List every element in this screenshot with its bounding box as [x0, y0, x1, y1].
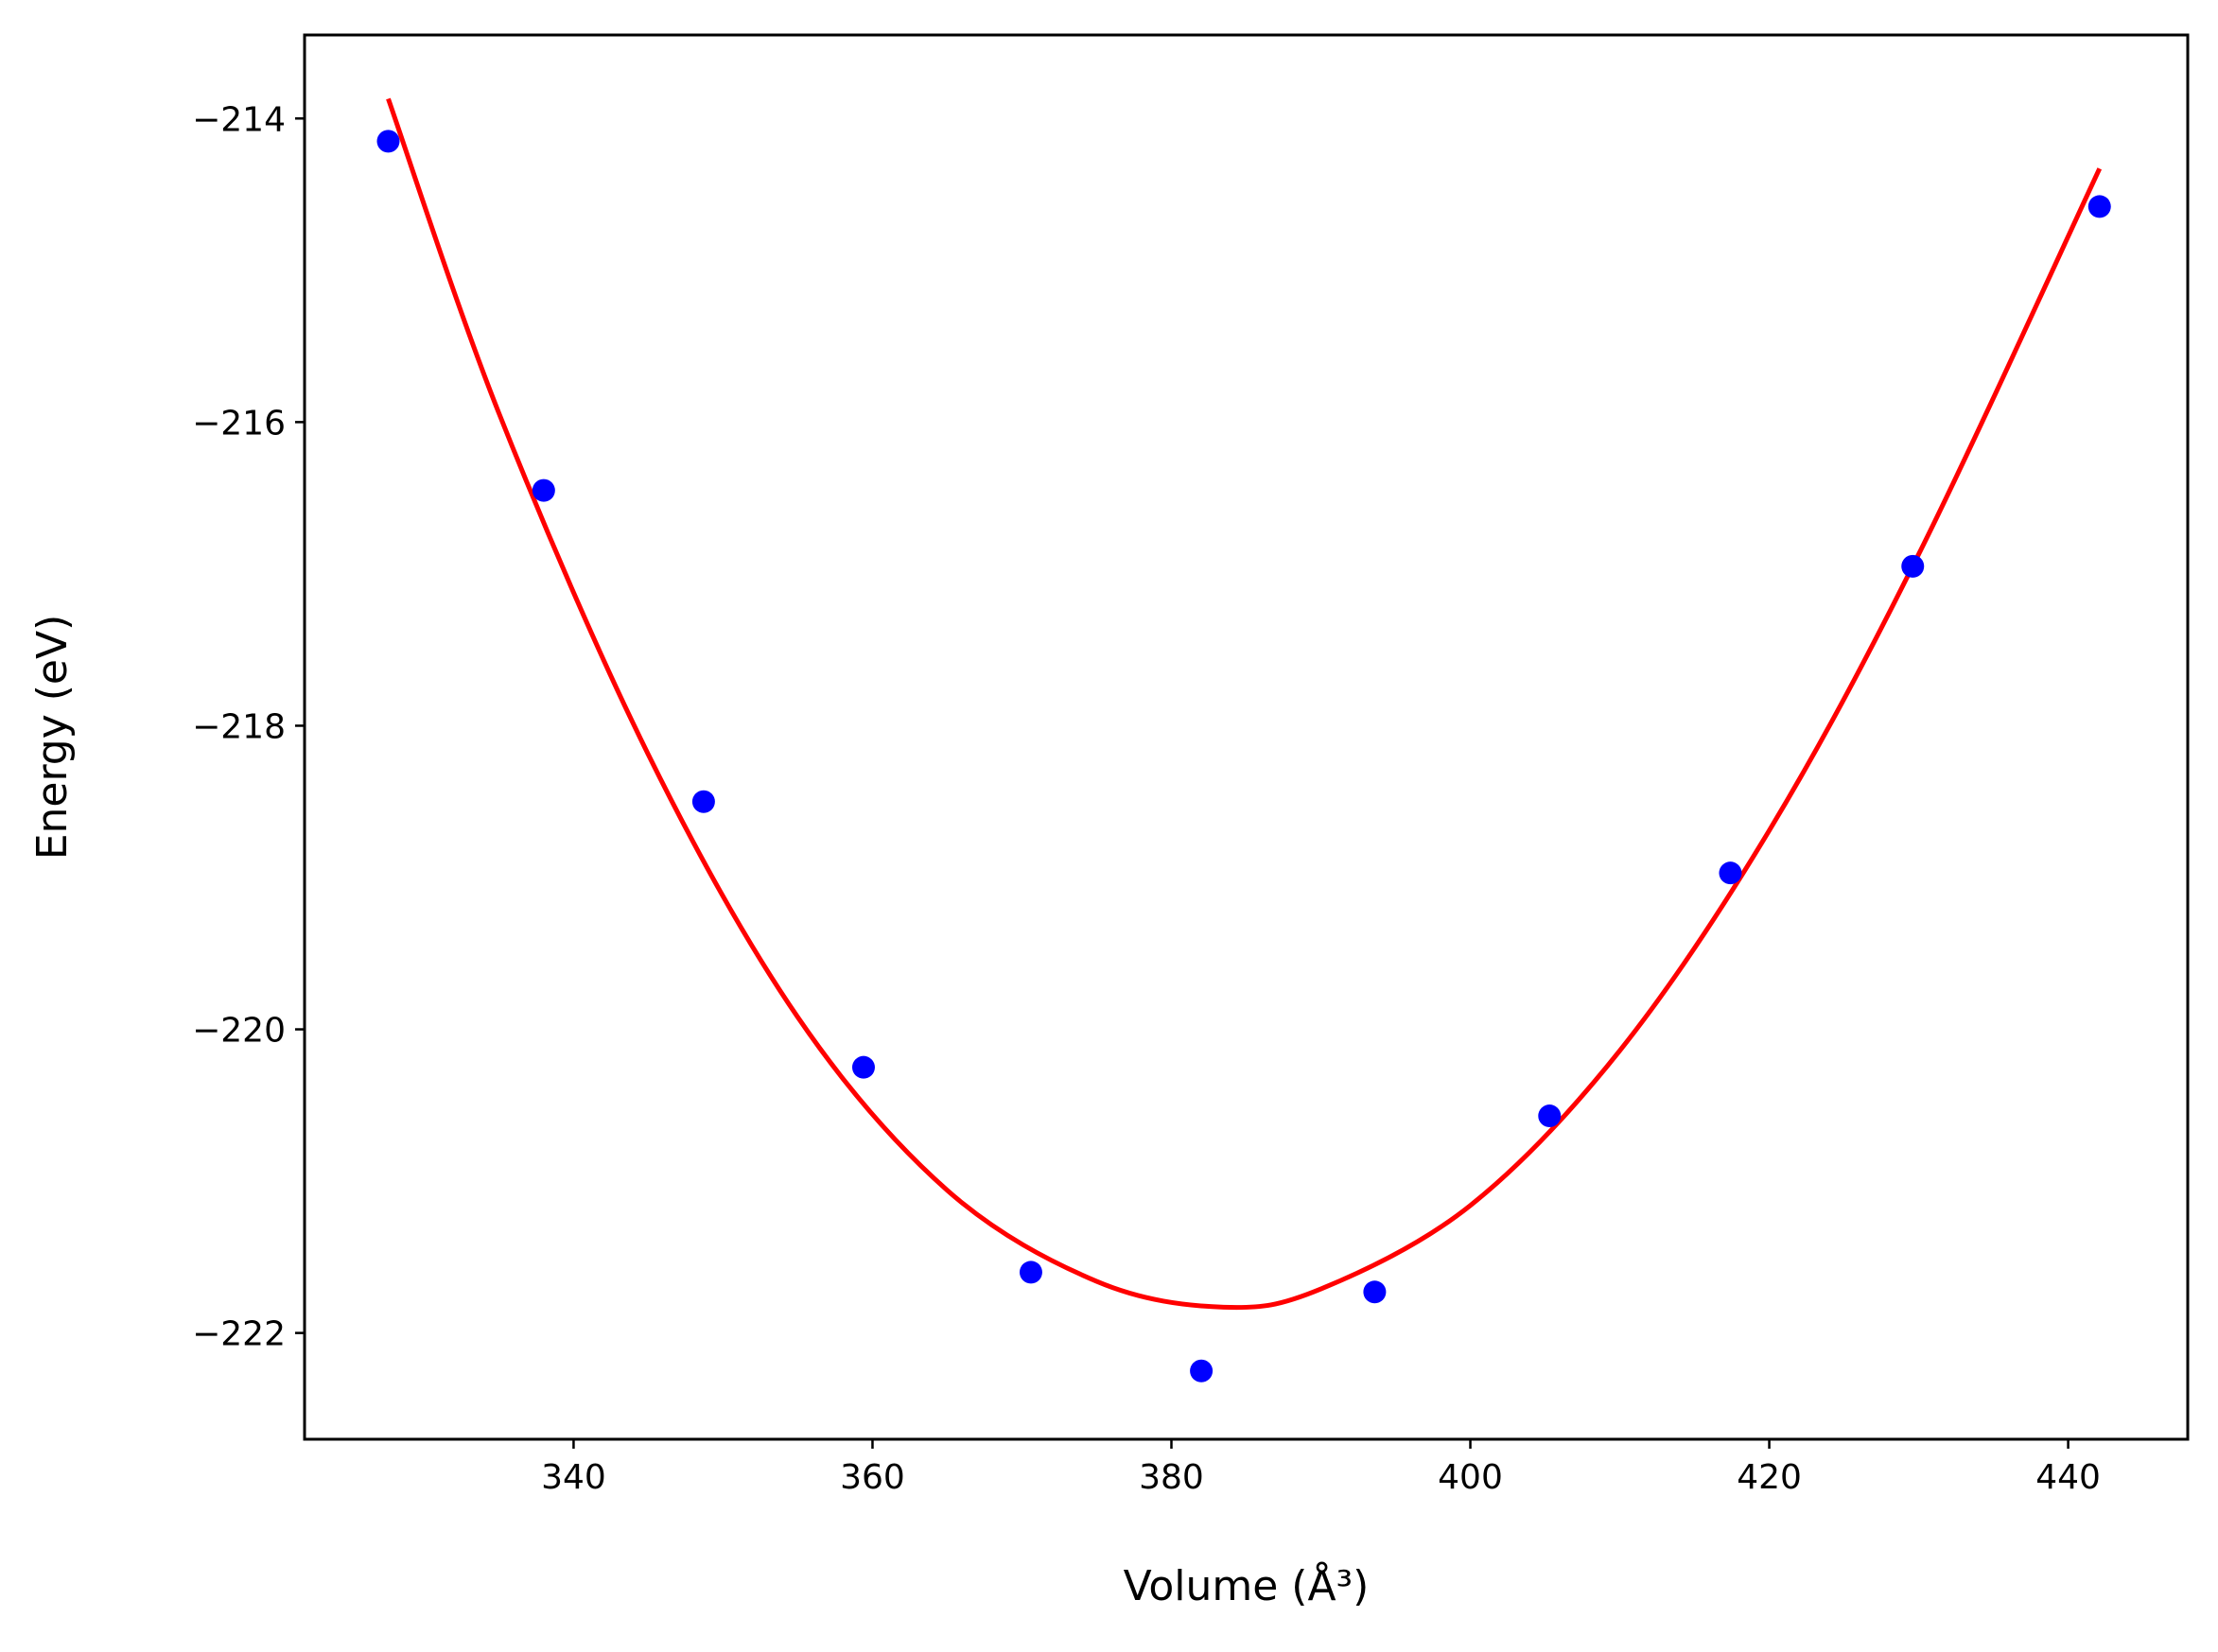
fit-curve-line — [386, 97, 2103, 1311]
y-tick-label: −214 — [192, 100, 286, 139]
y-tick-label: −220 — [192, 1012, 286, 1051]
x-tick-label: 420 — [1737, 1458, 1802, 1497]
data-point — [1019, 1261, 1042, 1284]
axes-frame — [303, 33, 2190, 1441]
data-point — [376, 130, 400, 153]
data-point — [1363, 1280, 1387, 1304]
x-tick-label: 360 — [840, 1458, 905, 1497]
y-tick-label: −222 — [192, 1315, 286, 1354]
x-tick-label: 400 — [1438, 1458, 1503, 1497]
x-tick-label: 440 — [2035, 1458, 2101, 1497]
x-tick-label: 340 — [541, 1458, 606, 1497]
data-point — [1901, 554, 1925, 578]
data-point — [1190, 1359, 1214, 1382]
y-tick-label: −218 — [192, 707, 286, 746]
data-point — [851, 1055, 875, 1079]
data-point — [2087, 195, 2111, 218]
x-tick-label: 380 — [1139, 1458, 1204, 1497]
data-point — [1538, 1104, 1562, 1128]
y-axis-title: Energy (eV) — [28, 615, 77, 861]
data-point — [532, 478, 555, 502]
axis-ticks: 340 360 380 400 420 440 −222 −220 −218 −216 −214 — [192, 100, 2101, 1497]
data-point — [1719, 861, 1742, 885]
y-tick-label: −216 — [192, 404, 286, 443]
x-axis-title: Volume (Å³) — [1124, 1560, 1370, 1610]
plot-area — [376, 97, 2111, 1382]
data-point — [691, 790, 715, 813]
